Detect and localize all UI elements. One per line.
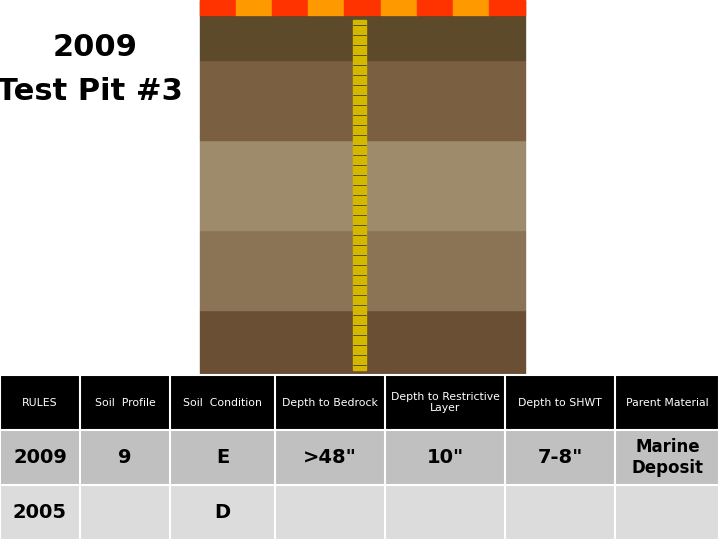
Bar (200, 140, 525, 230)
Bar (385, 375, 505, 430)
Bar (200, 60, 525, 140)
Bar (615, 485, 720, 540)
Text: Parent Material: Parent Material (626, 397, 708, 408)
Bar (489, 0, 525, 15)
Bar (308, 0, 344, 15)
Bar (0, 375, 80, 430)
Bar (0, 0, 200, 375)
Bar (200, 230, 525, 310)
Bar (170, 375, 275, 430)
Bar (170, 430, 275, 485)
Text: RULES: RULES (22, 397, 58, 408)
Bar (200, 310, 525, 375)
Text: D: D (215, 503, 230, 522)
Text: Depth to Bedrock: Depth to Bedrock (282, 397, 378, 408)
Text: >48": >48" (303, 448, 357, 467)
Bar (417, 0, 453, 15)
Text: 2009: 2009 (53, 33, 138, 63)
Bar (385, 430, 505, 485)
Bar (200, 15, 525, 60)
Bar (385, 485, 505, 540)
Bar (80, 485, 170, 540)
Text: E: E (216, 448, 229, 467)
Bar (170, 485, 275, 540)
Bar (0, 430, 80, 485)
Text: 2009: 2009 (13, 448, 67, 467)
Bar (80, 375, 170, 430)
Bar (236, 0, 272, 15)
Bar (0, 485, 80, 540)
Bar (353, 20, 366, 370)
Bar (275, 375, 385, 430)
Bar (275, 430, 385, 485)
Bar (505, 430, 615, 485)
Bar (80, 430, 170, 485)
Text: Soil  Profile: Soil Profile (94, 397, 156, 408)
Text: Soil  Condition: Soil Condition (183, 397, 262, 408)
Text: Depth to Restrictive
Layer: Depth to Restrictive Layer (390, 392, 500, 413)
Bar (200, 0, 236, 15)
Text: 2005: 2005 (13, 503, 67, 522)
Text: Marine
Deposit: Marine Deposit (631, 438, 703, 477)
Bar (275, 485, 385, 540)
Bar (615, 430, 720, 485)
Bar (272, 0, 308, 15)
Bar (381, 0, 417, 15)
Bar (615, 375, 720, 430)
Bar (453, 0, 489, 15)
Bar (200, 0, 525, 15)
Bar (505, 485, 615, 540)
Bar (344, 0, 381, 15)
Text: Depth to SHWT: Depth to SHWT (518, 397, 602, 408)
Text: 9: 9 (118, 448, 132, 467)
Text: Test Pit #3: Test Pit #3 (0, 78, 183, 106)
Text: 7-8": 7-8" (537, 448, 582, 467)
Text: 10": 10" (426, 448, 464, 467)
Bar (505, 375, 615, 430)
